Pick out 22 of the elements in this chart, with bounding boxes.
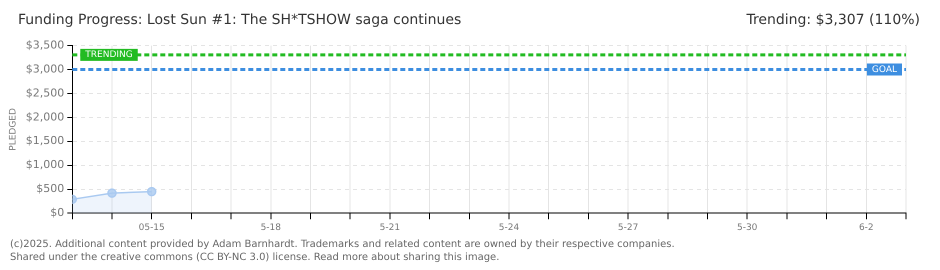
ref-line-label: TRENDING bbox=[84, 50, 133, 60]
y-tick-label: $0 bbox=[50, 206, 64, 220]
y-tick-label: $1,500 bbox=[26, 134, 64, 148]
ref-line-label: GOAL bbox=[872, 64, 898, 75]
x-tick-label: 5-24 bbox=[498, 222, 520, 233]
y-tick-label: $2,000 bbox=[26, 110, 64, 124]
y-tick-label: $3,000 bbox=[26, 62, 64, 76]
x-tick-label: 5-30 bbox=[736, 222, 758, 233]
chart-title: Funding Progress: Lost Sun #1: The SH*TSHOW saga continues bbox=[18, 12, 462, 28]
y-tick-label: $1,000 bbox=[26, 158, 64, 172]
x-tick-label: 6-2 bbox=[858, 222, 874, 233]
y-tick-label: $2,500 bbox=[26, 86, 64, 100]
y-axis-title: PLEDGED bbox=[8, 108, 19, 151]
text: Shared under the creative commons (CC BY-NC 3.0) license. Read more about sharing this image. bbox=[10, 251, 500, 264]
x-tick-label: 5-27 bbox=[618, 222, 638, 233]
x-tick-label: 5-18 bbox=[260, 222, 282, 233]
x-tick-label: 5-21 bbox=[380, 222, 400, 233]
y-tick-label: $500 bbox=[36, 182, 64, 196]
y-tick-label: $3,500 bbox=[26, 38, 64, 52]
text: (c)2025. Additional content provided by Adam Barnhardt. Trademarks and related content are owned by their respective companies. bbox=[10, 238, 675, 251]
x-tick-label: 05-15 bbox=[138, 222, 165, 233]
chart-subtitle: Trending: $3,307 (110%) bbox=[746, 12, 920, 28]
